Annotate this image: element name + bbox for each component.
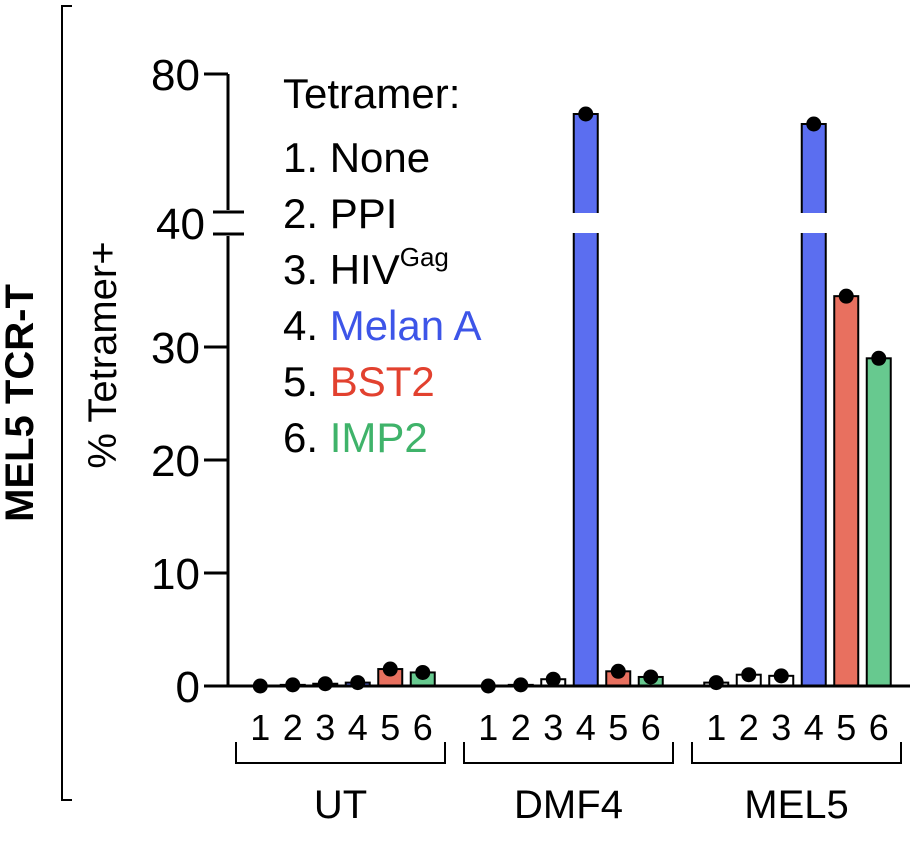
bar-mel5-4 [800,123,827,687]
row-bracket [61,5,72,801]
x-tick-label: 3 [315,707,335,748]
group-bracket-dmf4 [463,742,674,764]
x-tick-label: 2 [739,707,759,748]
y-axis: 0 10 20 30 40 80 [151,51,244,712]
y-tick-label-30: 30 [151,324,200,373]
point-mel5-1 [708,675,724,691]
point-mel5-2 [741,667,757,683]
point-dmf4-4 [578,106,594,122]
bar-mel5-5 [833,295,860,687]
x-tick-label: 5 [608,707,628,748]
legend-entry-3: 3. HIVGag [283,242,449,293]
legend-entry-2: 2. PPI [283,190,397,237]
group-bracket-mel5 [691,742,902,764]
point-ut-6 [415,664,431,680]
point-mel5-4 [806,116,822,132]
x-tick-label: 5 [836,707,856,748]
bar-dmf4-4 [572,113,599,687]
bar-break-gap [570,213,601,233]
x-tick-label: 6 [641,707,661,748]
legend-entry-5: 5. BST2 [283,358,435,405]
x-tick-label: 1 [250,707,270,748]
legend-title: Tetramer: [283,70,460,117]
x-tick-label: 4 [804,707,824,748]
x-tick-label: 3 [771,707,791,748]
x-tick-label: 4 [348,707,368,748]
legend: Tetramer: 1. None 2. PPI 3. HIVGag 4. Me… [283,70,481,461]
x-tick-label: 1 [478,707,498,748]
bar-mel5-6 [865,357,892,687]
legend-entry-6: 6. IMP2 [283,414,428,461]
group-bracket-ut [235,742,446,764]
group-label-ut: UT [314,783,367,827]
point-ut-5 [382,661,398,677]
x-tick-label: 6 [869,707,889,748]
x-tick-label: 6 [413,707,433,748]
legend-entry-1: 1. None [283,134,430,181]
legend-entry-4: 4. Melan A [283,302,481,349]
point-dmf4-5 [610,663,626,679]
point-mel5-6 [871,350,887,366]
y-tick-label-80: 80 [151,51,200,100]
x-tick-label: 5 [380,707,400,748]
point-ut-4 [350,675,366,691]
group-label-mel5: MEL5 [744,783,849,827]
y-tick-label-20: 20 [151,437,200,486]
x-tick-label: 3 [543,707,563,748]
point-mel5-3 [773,668,789,684]
x-tick-label: 4 [576,707,596,748]
point-mel5-5 [838,288,854,304]
bar-break-gap [798,213,829,233]
y-tick-label-40: 40 [156,200,205,249]
row-label: MEL5 TCR-T [0,284,42,522]
group-brackets: UT DMF4 MEL5 [235,742,902,827]
point-ut-3 [317,676,333,692]
x-tick-label: 2 [511,707,531,748]
x-tick-label: 1 [706,707,726,748]
point-dmf4-3 [545,671,561,687]
y-axis-label: % Tetramer+ [81,241,125,468]
y-tick-label-0: 0 [176,663,200,712]
y-tick-label-10: 10 [151,550,200,599]
group-label-dmf4: DMF4 [514,783,623,827]
point-dmf4-6 [643,669,659,685]
x-tick-label: 2 [283,707,303,748]
